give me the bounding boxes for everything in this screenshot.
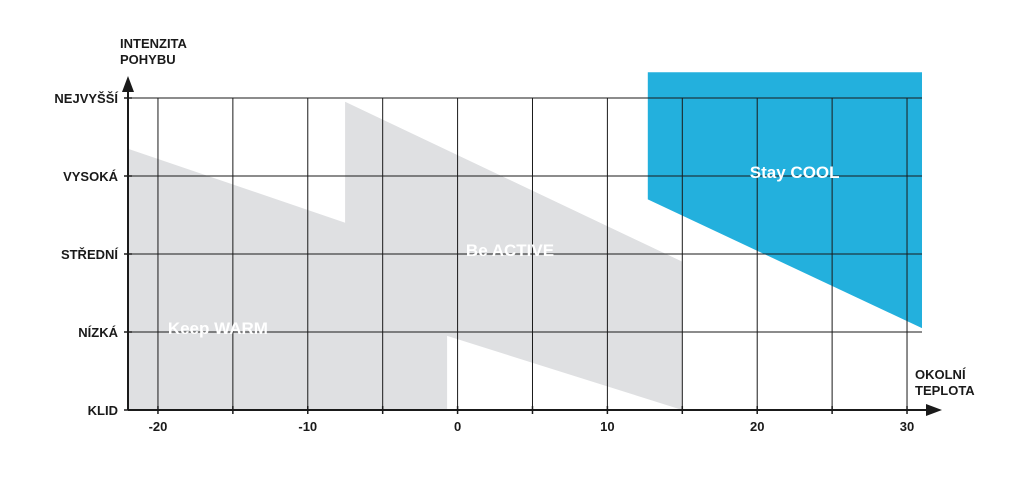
x-tick-label: 10: [600, 419, 614, 434]
axes-layer: [122, 76, 942, 416]
x-axis-title: OKOLNÍ: [915, 367, 966, 382]
grid-layer: [128, 97, 922, 410]
y-tick-label: NÍZKÁ: [78, 325, 118, 340]
x-tick-label: 30: [900, 419, 914, 434]
zone-label-stay-cool: Stay COOL: [750, 163, 840, 182]
y-tick-label: NEJVYŠŠÍ: [54, 91, 118, 106]
zone-keep-warm: [128, 101, 683, 411]
x-tick-label: -20: [149, 419, 168, 434]
x-tick-label: 20: [750, 419, 764, 434]
y-tick-label: STŘEDNÍ: [61, 247, 118, 262]
zones-layer: [128, 72, 922, 411]
x-tick-label: 0: [454, 419, 461, 434]
labels-layer: -20 -10 0 10 20 30 KLID NÍZKÁ STŘEDNÍ VYSOKÁ NEJVY…: [54, 36, 975, 434]
zone-stay-cool: [647, 72, 922, 329]
x-tick-label: -10: [298, 419, 317, 434]
zone-label-keep-warm: Keep WARM: [168, 319, 268, 338]
y-tick-label: KLID: [88, 403, 118, 418]
y-tick-label: VYSOKÁ: [63, 169, 119, 184]
y-axis-title: INTENZITA: [120, 36, 188, 51]
zone-label-be-active: Be ACTIVE: [466, 241, 554, 260]
y-axis-arrow: [122, 76, 134, 92]
y-axis-title: POHYBU: [120, 52, 176, 67]
x-axis-arrow: [926, 404, 942, 416]
x-axis-title: TEPLOTA: [915, 383, 975, 398]
zone-be-active: [345, 101, 683, 262]
